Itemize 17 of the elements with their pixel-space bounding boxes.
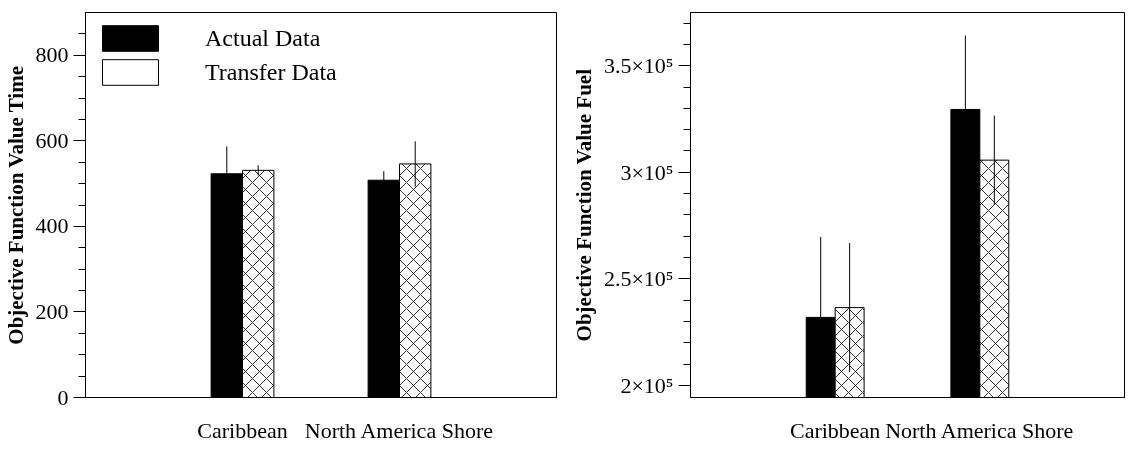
- y-tick-label: 800: [35, 42, 69, 68]
- legend-label: Actual Data: [205, 24, 321, 52]
- y-tick-label: 2×10⁵: [620, 372, 674, 398]
- x-tick-label: North America Shore: [304, 417, 493, 443]
- y-tick-label: 200: [35, 298, 69, 324]
- x-tick-label: Caribbean: [197, 417, 288, 443]
- x-tick-label: North America Shore: [885, 417, 1074, 443]
- y-tick-label: 3.5×10⁵: [603, 53, 674, 79]
- y-tick-label: 600: [35, 127, 69, 153]
- y-tick-label: 2.5×10⁵: [603, 266, 674, 292]
- y-axis-title: Objective Function Value Fuel: [571, 68, 596, 342]
- y-tick-label: 400: [35, 213, 69, 239]
- y-tick-label: 3×10⁵: [620, 159, 674, 185]
- y-axis-title: Objective Function Value Time: [3, 66, 28, 345]
- legend-label: Transfer Data: [205, 58, 337, 86]
- y-tick-label: 0: [57, 384, 69, 410]
- x-tick-label: Caribbean: [789, 417, 881, 443]
